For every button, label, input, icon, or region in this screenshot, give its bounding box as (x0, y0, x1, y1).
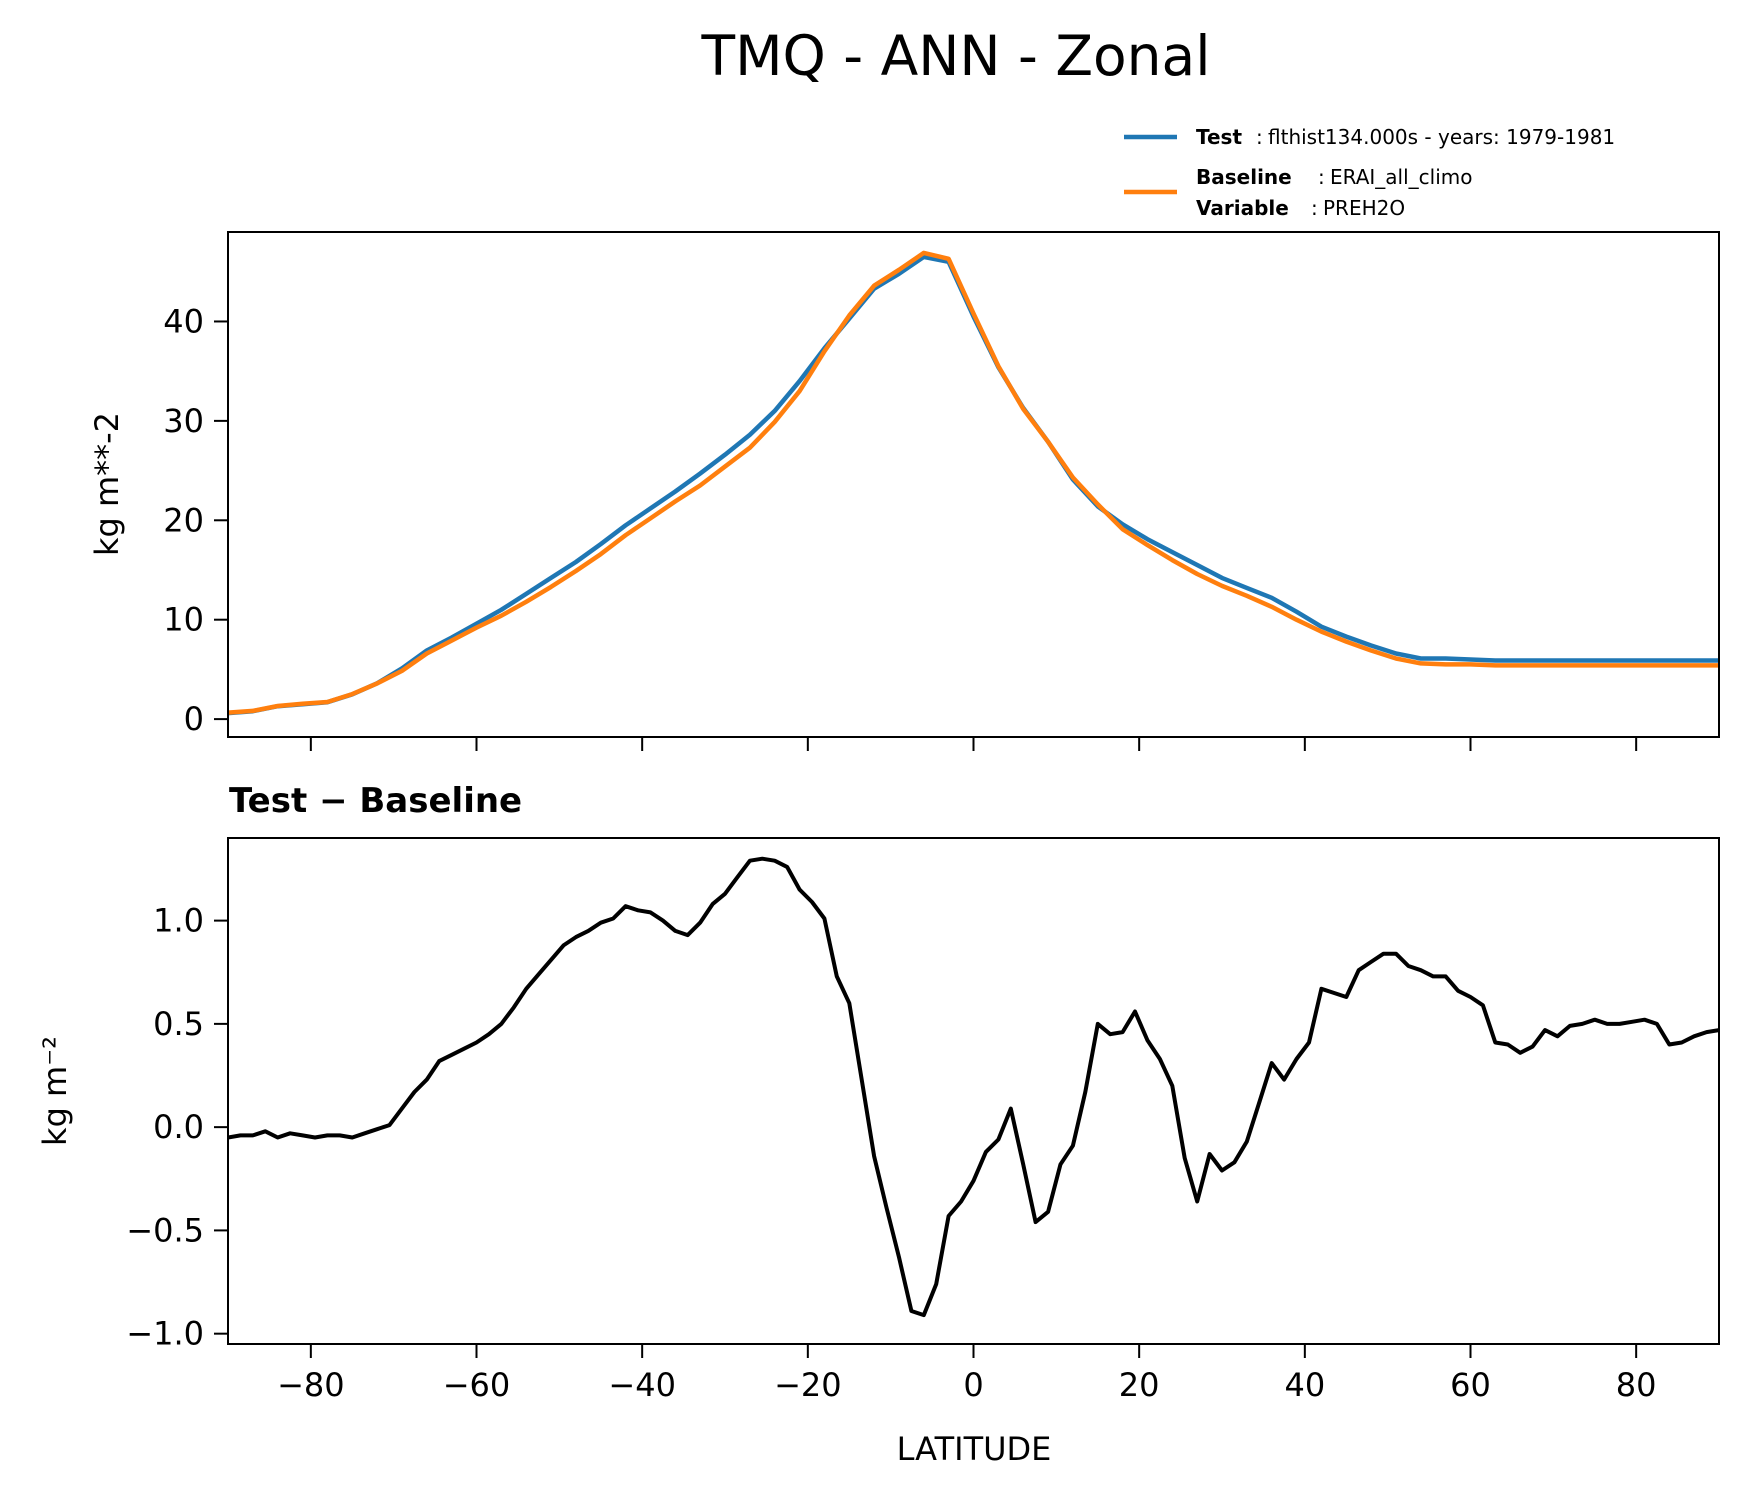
top-x-ticks (309, 737, 1638, 751)
figure-title: TMQ - ANN - Zonal (700, 24, 1210, 88)
bottom-plot-frame (227, 837, 1720, 1345)
top-y-tick-label: 30 (163, 402, 204, 440)
top-series-line-test (228, 254, 1719, 716)
bottom-x-tick-label: −80 (277, 1366, 345, 1404)
legend-variable-value: PREH2O (1323, 196, 1405, 220)
top-y-ticks: 0 10 20 30 40 (163, 302, 228, 738)
legend-baseline-sep: : (1318, 165, 1325, 189)
top-y-tick-label: 0 (184, 700, 204, 738)
top-y-tick-label: 20 (163, 501, 204, 539)
bottom-y-tick-label: −0.5 (126, 1211, 204, 1249)
bottom-x-tick-label: 20 (1119, 1366, 1160, 1404)
legend-test-sep: : (1256, 125, 1263, 149)
bottom-y-tick-label: −1.0 (126, 1315, 204, 1353)
legend: Test : flthist134.000s - years: 1979-198… (1124, 125, 1615, 220)
legend-variable-key: Variable (1196, 196, 1289, 220)
bottom-x-tick-label: 80 (1616, 1366, 1657, 1404)
top-series-group (228, 250, 1719, 716)
top-panel: 0 10 20 30 40 kg m**-2 (88, 231, 1720, 751)
bottom-y-tick-label: 0.5 (153, 1005, 204, 1043)
bottom-x-tick-label: 60 (1450, 1366, 1491, 1404)
top-y-tick-label: 40 (163, 302, 204, 340)
legend-baseline-value: ERAI_all_climo (1330, 165, 1473, 189)
legend-test-value: flthist134.000s - years: 1979-1981 (1268, 125, 1615, 149)
bottom-x-tick-label: 0 (963, 1366, 983, 1404)
legend-test-key: Test (1196, 125, 1242, 149)
legend-baseline-key: Baseline (1196, 165, 1292, 189)
bottom-x-tick-label: −40 (608, 1366, 676, 1404)
bottom-x-ticks: −80 −60 −40 −20 0 20 40 60 80 (277, 1344, 1657, 1404)
x-axis-label: LATITUDE (897, 1430, 1052, 1468)
bottom-y-tick-label: 1.0 (153, 902, 204, 940)
bottom-x-tick-label: −20 (774, 1366, 842, 1404)
bottom-y-tick-label: 0.0 (153, 1108, 204, 1146)
bottom-x-tick-label: 40 (1284, 1366, 1325, 1404)
bottom-series-line-difference (228, 856, 1719, 1318)
bottom-y-axis-label: kg m⁻² (36, 1036, 74, 1146)
top-y-tick-label: 10 (163, 601, 204, 639)
legend-variable-sep: : (1311, 196, 1318, 220)
bottom-series-group (228, 856, 1719, 1318)
bottom-x-tick-label: −60 (443, 1366, 511, 1404)
top-y-axis-label: kg m**-2 (88, 412, 126, 556)
bottom-panel: Test − Baseline −80 −60 −40 −20 0 20 40 60 80 −1… (36, 781, 1720, 1468)
bottom-panel-title: Test − Baseline (229, 781, 522, 821)
bottom-y-ticks: −1.0 −0.5 0.0 0.5 1.0 (126, 902, 228, 1353)
top-series-line-baseline (228, 250, 1719, 715)
